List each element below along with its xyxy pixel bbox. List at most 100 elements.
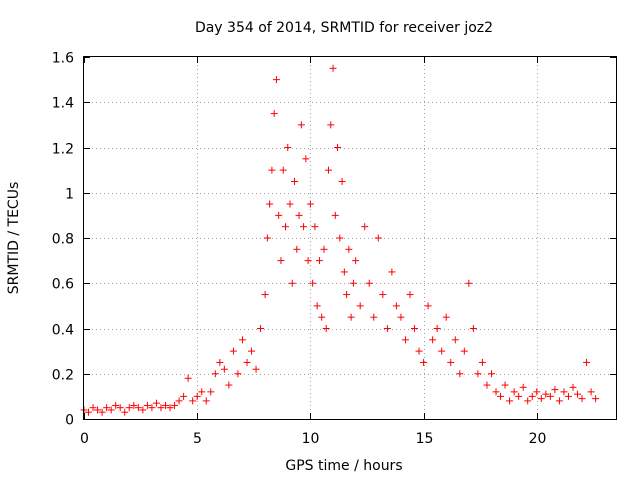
data-point bbox=[166, 404, 174, 412]
data-point bbox=[89, 404, 97, 412]
data-point bbox=[329, 64, 337, 72]
data-point bbox=[248, 347, 256, 355]
y-tick-label: 1 bbox=[65, 187, 74, 203]
data-point bbox=[148, 404, 156, 412]
y-tick-label: 0.6 bbox=[52, 277, 74, 293]
data-point bbox=[103, 404, 111, 412]
data-point bbox=[560, 388, 568, 396]
data-point bbox=[356, 302, 364, 310]
data-point bbox=[121, 408, 129, 416]
data-point bbox=[411, 325, 419, 332]
x-axis-label: GPS time / hours bbox=[285, 458, 402, 474]
data-point bbox=[225, 381, 233, 389]
data-point bbox=[268, 166, 276, 174]
data-point bbox=[492, 388, 500, 396]
data-point bbox=[272, 76, 280, 84]
data-point bbox=[564, 392, 572, 400]
data-point bbox=[442, 313, 450, 321]
data-point bbox=[487, 370, 495, 378]
data-point bbox=[383, 325, 391, 332]
data-point bbox=[401, 336, 409, 344]
data-point bbox=[198, 388, 206, 396]
data-point bbox=[277, 257, 285, 265]
data-point bbox=[238, 336, 246, 344]
data-point bbox=[406, 291, 414, 299]
axis-ticks bbox=[84, 57, 616, 420]
y-axis-label: SRMTID / TECUs bbox=[6, 182, 22, 295]
data-point bbox=[338, 177, 346, 185]
data-point bbox=[313, 302, 321, 310]
data-point bbox=[537, 395, 545, 403]
data-point bbox=[322, 325, 330, 332]
data-point bbox=[343, 291, 351, 299]
data-point bbox=[447, 358, 455, 366]
data-point bbox=[263, 234, 271, 242]
data-point bbox=[98, 408, 106, 416]
y-tick-label: 0.8 bbox=[52, 232, 74, 248]
data-point bbox=[365, 279, 373, 287]
x-tick-labels: 0 5 10 15 20 bbox=[80, 431, 546, 447]
data-point bbox=[152, 399, 160, 407]
data-point bbox=[293, 245, 301, 253]
plot-frame bbox=[83, 56, 617, 420]
data-point bbox=[345, 245, 353, 253]
chart-title: Day 354 of 2014, SRMTID for receiver joz… bbox=[195, 20, 493, 36]
x-tick-label: 15 bbox=[416, 431, 434, 447]
data-point bbox=[320, 245, 328, 253]
data-point bbox=[300, 223, 308, 231]
data-point bbox=[510, 388, 518, 396]
data-point bbox=[324, 166, 332, 174]
data-point bbox=[551, 386, 559, 394]
data-point bbox=[243, 358, 251, 366]
data-point bbox=[157, 404, 165, 412]
data-point bbox=[506, 397, 514, 405]
data-point bbox=[291, 177, 299, 185]
data-point bbox=[340, 268, 348, 276]
data-point bbox=[524, 397, 532, 405]
y-tick-label: 0 bbox=[65, 413, 74, 429]
data-point bbox=[349, 279, 357, 287]
data-point bbox=[189, 397, 197, 405]
data-point bbox=[469, 325, 477, 332]
data-point bbox=[370, 313, 378, 321]
data-point bbox=[583, 358, 591, 366]
data-point bbox=[125, 404, 133, 412]
data-point bbox=[334, 144, 342, 151]
data-point bbox=[497, 392, 505, 400]
data-point bbox=[361, 223, 369, 231]
data-point bbox=[202, 397, 210, 405]
data-point bbox=[270, 110, 278, 118]
x-tick-label: 10 bbox=[302, 431, 320, 447]
data-point bbox=[234, 370, 242, 378]
y-tick-label: 1.2 bbox=[52, 142, 74, 158]
data-point bbox=[433, 325, 441, 332]
data-point bbox=[266, 200, 274, 208]
data-point bbox=[519, 383, 527, 391]
data-point bbox=[574, 390, 582, 398]
data-point bbox=[139, 406, 147, 414]
data-point bbox=[465, 279, 473, 287]
data-point bbox=[438, 347, 446, 355]
data-point bbox=[587, 388, 595, 396]
data-point bbox=[175, 397, 183, 405]
data-point bbox=[107, 406, 115, 414]
data-point bbox=[180, 392, 188, 400]
data-point bbox=[306, 200, 314, 208]
data-point bbox=[424, 302, 432, 310]
data-point bbox=[309, 279, 317, 287]
data-point bbox=[352, 257, 360, 265]
data-point bbox=[116, 404, 124, 412]
data-point bbox=[261, 291, 269, 299]
data-point bbox=[592, 395, 600, 403]
y-tick-label: 1.4 bbox=[52, 96, 74, 112]
data-point bbox=[542, 390, 550, 398]
data-point bbox=[397, 313, 405, 321]
x-tick-label: 5 bbox=[193, 431, 202, 447]
data-point bbox=[315, 257, 323, 265]
data-point bbox=[483, 381, 491, 389]
y-tick-label: 0.2 bbox=[52, 368, 74, 384]
data-point bbox=[569, 383, 577, 391]
data-point bbox=[311, 223, 319, 231]
data-point bbox=[528, 392, 536, 400]
